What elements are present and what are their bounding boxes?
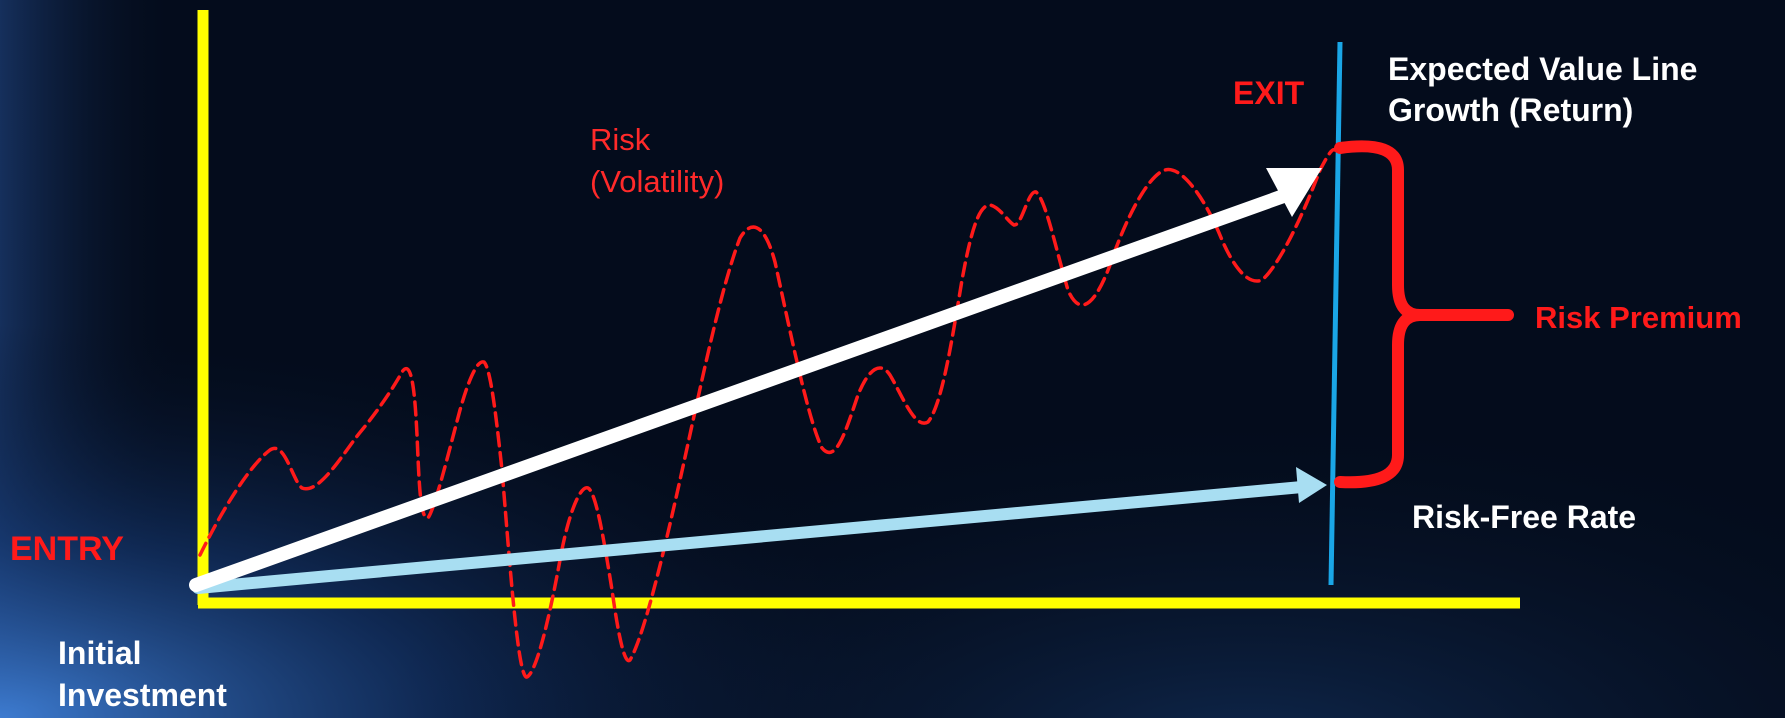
expected-value-label-line-1: Expected Value Line (1388, 51, 1697, 87)
risk-label-line-1: Risk (590, 122, 651, 157)
initial-investment-label-line-1: Initial (58, 635, 142, 671)
risk-free-arrow-shaft (192, 481, 1308, 594)
risk-premium-brace (1334, 140, 1514, 489)
exit-line (1328, 41, 1343, 586)
expected-value-arrow-shaft (189, 186, 1299, 592)
initial-investment-label: Initial Investment (58, 635, 227, 713)
risk-free-rate-label: Risk-Free Rate (1412, 499, 1636, 535)
risk-label: Risk (Volatility) (590, 122, 724, 199)
expected-value-label-line-2: Growth (Return) (1388, 92, 1633, 128)
risk-label-line-2: (Volatility) (590, 164, 724, 199)
expected-value-label: Expected Value Line Growth (Return) (1388, 51, 1706, 128)
expected-value-arrowhead (1266, 168, 1322, 217)
risk-premium-label: Risk Premium (1535, 300, 1742, 335)
entry-label: ENTRY (10, 530, 124, 568)
risk-free-arrowhead (1296, 467, 1327, 503)
initial-investment-label-line-2: Investment (58, 677, 227, 713)
exit-label: EXIT (1233, 75, 1305, 111)
